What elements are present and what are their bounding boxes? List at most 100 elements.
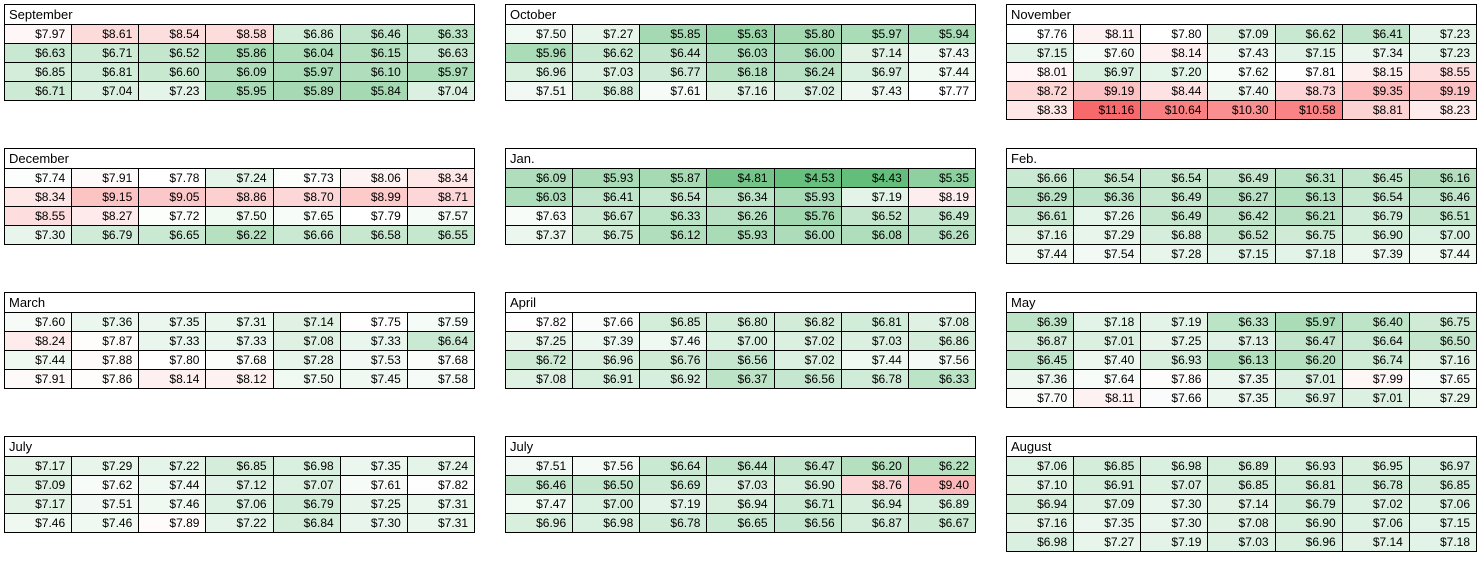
value-cell: $5.89 — [273, 82, 340, 101]
value-cell: $6.52 — [1208, 226, 1275, 245]
value-cell: $6.69 — [640, 476, 707, 495]
value-cell: $7.08 — [1208, 514, 1275, 533]
table-row: $8.55$8.27$7.72$7.50$7.65$7.79$7.57 — [5, 207, 475, 226]
month-title: July — [5, 437, 475, 457]
value-cell: $7.66 — [1141, 389, 1208, 408]
value-cell: $6.52 — [841, 207, 908, 226]
value-cell: $6.49 — [908, 207, 975, 226]
value-cell: $6.41 — [573, 188, 640, 207]
value-cell: $6.71 — [72, 44, 139, 63]
value-cell: $8.58 — [206, 25, 273, 44]
value-cell: $10.64 — [1141, 101, 1208, 120]
value-cell: $6.50 — [1409, 332, 1476, 351]
value-cell: $6.81 — [72, 63, 139, 82]
value-cell: $6.33 — [908, 370, 975, 389]
value-cell: $7.31 — [407, 514, 474, 533]
value-cell: $7.07 — [273, 476, 340, 495]
value-cell: $7.57 — [407, 207, 474, 226]
value-cell: $6.15 — [340, 44, 407, 63]
value-cell: $6.49 — [1141, 207, 1208, 226]
month-table: October$7.50$7.27$5.85$5.63$5.80$5.97$5.… — [505, 4, 976, 101]
month-table: November$7.76$8.11$7.80$7.09$6.62$6.41$7… — [1006, 4, 1477, 120]
value-cell: $10.58 — [1275, 101, 1342, 120]
value-cell: $7.50 — [506, 25, 573, 44]
value-cell: $7.02 — [774, 351, 841, 370]
value-cell: $8.73 — [1275, 82, 1342, 101]
value-cell: $8.19 — [908, 188, 975, 207]
value-cell: $7.26 — [1074, 207, 1141, 226]
value-cell: $6.62 — [1275, 25, 1342, 44]
value-cell: $7.61 — [340, 476, 407, 495]
value-cell: $6.00 — [774, 226, 841, 245]
value-cell: $8.24 — [5, 332, 72, 351]
value-cell: $7.29 — [1409, 389, 1476, 408]
value-cell: $7.87 — [72, 332, 139, 351]
value-cell: $7.82 — [506, 313, 573, 332]
value-cell: $7.19 — [640, 495, 707, 514]
value-cell: $6.71 — [5, 82, 72, 101]
value-cell: $7.46 — [72, 514, 139, 533]
value-cell: $6.98 — [1141, 457, 1208, 476]
table-row: $6.85$6.81$6.60$6.09$5.97$6.10$5.97 — [5, 63, 475, 82]
value-cell: $7.53 — [340, 351, 407, 370]
value-cell: $7.25 — [1141, 332, 1208, 351]
value-cell: $7.33 — [340, 332, 407, 351]
value-cell: $8.01 — [1007, 63, 1074, 82]
value-cell: $7.01 — [1275, 370, 1342, 389]
value-cell: $7.31 — [407, 495, 474, 514]
month-block: March$7.60$7.36$7.35$7.31$7.14$7.75$7.59… — [4, 292, 475, 389]
value-cell: $7.54 — [1074, 245, 1141, 264]
value-cell: $6.94 — [841, 495, 908, 514]
value-cell: $6.96 — [1275, 533, 1342, 552]
value-cell: $7.29 — [1074, 226, 1141, 245]
value-cell: $7.10 — [1007, 476, 1074, 495]
value-cell: $7.04 — [407, 82, 474, 101]
value-cell: $6.88 — [1141, 226, 1208, 245]
table-row: $7.97$8.61$8.54$8.58$6.86$6.46$6.33 — [5, 25, 475, 44]
value-cell: $6.90 — [1275, 514, 1342, 533]
value-cell: $6.75 — [573, 226, 640, 245]
value-cell: $7.73 — [273, 169, 340, 188]
value-cell: $8.81 — [1342, 101, 1409, 120]
value-cell: $8.14 — [139, 370, 206, 389]
value-cell: $7.89 — [139, 514, 206, 533]
value-cell: $6.74 — [1342, 351, 1409, 370]
value-cell: $7.35 — [1208, 370, 1275, 389]
value-cell: $7.77 — [908, 82, 975, 101]
value-cell: $7.23 — [1409, 44, 1476, 63]
table-row: $7.51$6.88$7.61$7.16$7.02$7.43$7.77 — [506, 82, 976, 101]
value-cell: $8.99 — [340, 188, 407, 207]
value-cell: $5.76 — [774, 207, 841, 226]
value-cell: $6.77 — [640, 63, 707, 82]
month-table: May$6.39$7.18$7.19$6.33$5.97$6.40$6.75$6… — [1006, 292, 1477, 408]
value-cell: $6.47 — [1275, 332, 1342, 351]
value-cell: $7.22 — [206, 514, 273, 533]
value-cell: $7.56 — [573, 457, 640, 476]
value-cell: $8.55 — [5, 207, 72, 226]
value-cell: $9.19 — [1409, 82, 1476, 101]
value-cell: $8.34 — [407, 169, 474, 188]
value-cell: $7.08 — [908, 313, 975, 332]
value-cell: $7.74 — [5, 169, 72, 188]
value-cell: $6.45 — [1342, 169, 1409, 188]
value-cell: $7.30 — [340, 514, 407, 533]
table-row: $7.06$6.85$6.98$6.89$6.93$6.95$6.97 — [1007, 457, 1477, 476]
value-cell: $6.78 — [640, 514, 707, 533]
table-row: $7.76$8.11$7.80$7.09$6.62$6.41$7.23 — [1007, 25, 1477, 44]
value-cell: $7.18 — [1074, 313, 1141, 332]
value-cell: $7.00 — [1409, 226, 1476, 245]
value-cell: $6.98 — [1007, 533, 1074, 552]
value-cell: $6.46 — [506, 476, 573, 495]
value-cell: $6.56 — [774, 514, 841, 533]
table-row: $7.44$7.54$7.28$7.15$7.18$7.39$7.44 — [1007, 245, 1477, 264]
value-cell: $6.86 — [908, 332, 975, 351]
value-cell: $6.44 — [707, 457, 774, 476]
value-cell: $7.18 — [1275, 245, 1342, 264]
value-cell: $7.61 — [640, 82, 707, 101]
value-cell: $7.14 — [273, 313, 340, 332]
value-cell: $7.43 — [1208, 44, 1275, 63]
value-cell: $6.46 — [1409, 188, 1476, 207]
value-cell: $6.76 — [640, 351, 707, 370]
month-title: May — [1007, 293, 1477, 313]
table-row: $7.17$7.29$7.22$6.85$6.98$7.35$7.24 — [5, 457, 475, 476]
